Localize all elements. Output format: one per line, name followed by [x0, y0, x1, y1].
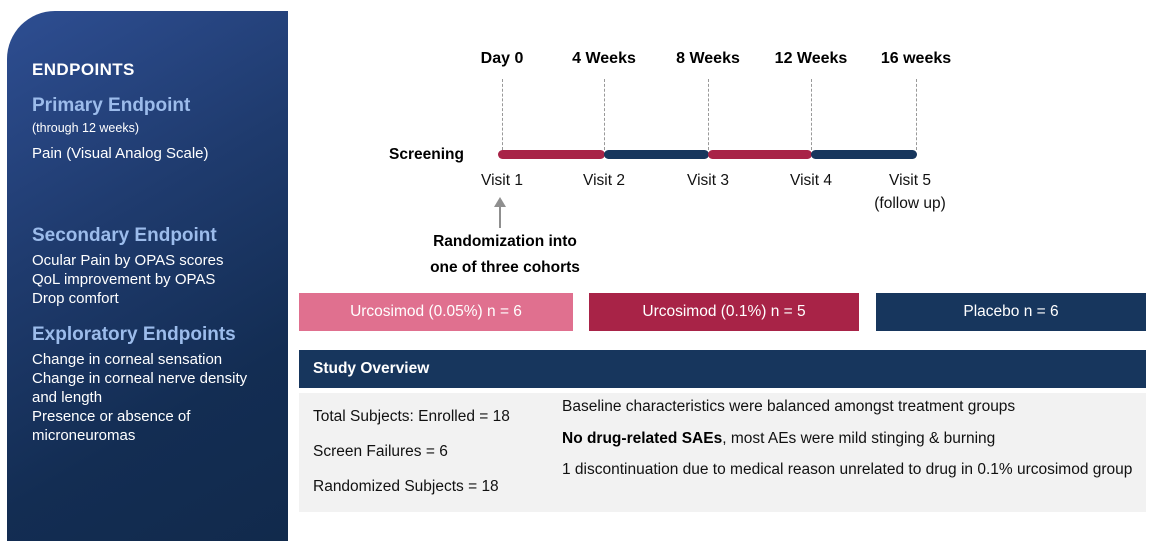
cohort-placebo: Placebo n = 6 [876, 293, 1146, 331]
primary-endpoint-subheading: (through 12 weeks) [32, 121, 140, 135]
timeline-label-8weeks: 8 Weeks [676, 50, 740, 67]
visit-label-1: Visit 1 [481, 172, 523, 189]
tick-dash-line [916, 79, 917, 150]
note-baseline: Baseline characteristics were balanced a… [562, 398, 1016, 415]
exploratory-endpoint-item: Presence or absence of microneuromas [32, 408, 191, 444]
randomization-arrow-line [499, 206, 501, 228]
sidebar-title: ENDPOINTS [32, 60, 135, 79]
note-discontinuation: 1 discontinuation due to medical reason … [562, 461, 1133, 478]
timeline-label-day0: Day 0 [480, 50, 524, 67]
secondary-endpoint-item: QoL improvement by OPAS [32, 271, 216, 288]
screening-label: Screening [389, 146, 464, 163]
timeline-segment-2 [604, 150, 709, 159]
stat-randomized-subjects: Randomized Subjects = 18 [313, 478, 499, 495]
cohort-urcosimod-005: Urcosimod (0.05%) n = 6 [299, 293, 573, 331]
visit5-followup-note: (follow up) [874, 195, 946, 212]
randomization-line2: one of three cohorts [430, 259, 580, 276]
randomization-annotation: Randomization into one of three cohorts [398, 229, 612, 281]
study-overview-title: Study Overview [313, 360, 430, 377]
cohort-label: Urcosimod (0.1%) n = 5 [642, 303, 806, 320]
note-saes: No drug-related SAEs, most AEs were mild… [562, 424, 1140, 454]
timeline-label-4weeks: 4 Weeks [572, 50, 636, 67]
cohort-urcosimod-01: Urcosimod (0.1%) n = 5 [589, 293, 859, 331]
visit-label-2: Visit 2 [583, 172, 625, 189]
tick-dash-line [708, 79, 709, 150]
cohort-label: Urcosimod (0.05%) n = 6 [350, 303, 522, 320]
tick-dash-line [811, 79, 812, 150]
timeline-segment-4 [811, 150, 917, 159]
stat-screen-failures: Screen Failures = 6 [313, 443, 448, 460]
timeline-segment-1 [498, 150, 605, 159]
exploratory-endpoint-item: Change in corneal nerve density and leng… [32, 370, 248, 406]
note-saes-rest: , most AEs were mild stinging & burning [722, 430, 996, 447]
exploratory-endpoint-item: Change in corneal sensation [32, 351, 223, 368]
timeline-label-12weeks: 12 Weeks [774, 50, 848, 67]
randomization-arrow-icon [494, 197, 506, 207]
timeline-label-16weeks: 16 weeks [880, 50, 952, 67]
primary-endpoint-heading: Primary Endpoint [32, 95, 191, 116]
secondary-endpoint-item: Drop comfort [32, 290, 119, 307]
cohort-label: Placebo n = 6 [963, 303, 1059, 320]
visit-label-3: Visit 3 [687, 172, 729, 189]
study-overview-panel: Total Subjects: Enrolled = 18 Screen Fai… [299, 393, 1146, 512]
study-overview-header: Study Overview [299, 350, 1146, 388]
tick-dash-line [604, 79, 605, 150]
endpoints-sidebar: ENDPOINTS Primary Endpoint (through 12 w… [7, 11, 288, 541]
stat-total-subjects: Total Subjects: Enrolled = 18 [313, 408, 510, 425]
timeline-segment-3 [708, 150, 812, 159]
primary-endpoint-item: Pain (Visual Analog Scale) [32, 145, 209, 162]
randomization-line1: Randomization into [433, 233, 577, 250]
tick-dash-line [502, 79, 503, 150]
secondary-endpoint-heading: Secondary Endpoint [32, 225, 217, 246]
exploratory-endpoints-heading: Exploratory Endpoints [32, 324, 236, 345]
visit-label-4: Visit 4 [790, 172, 832, 189]
secondary-endpoint-item: Ocular Pain by OPAS scores [32, 252, 224, 269]
note-saes-bold: No drug-related SAEs [562, 430, 723, 447]
visit-label-5: Visit 5 [889, 172, 931, 189]
